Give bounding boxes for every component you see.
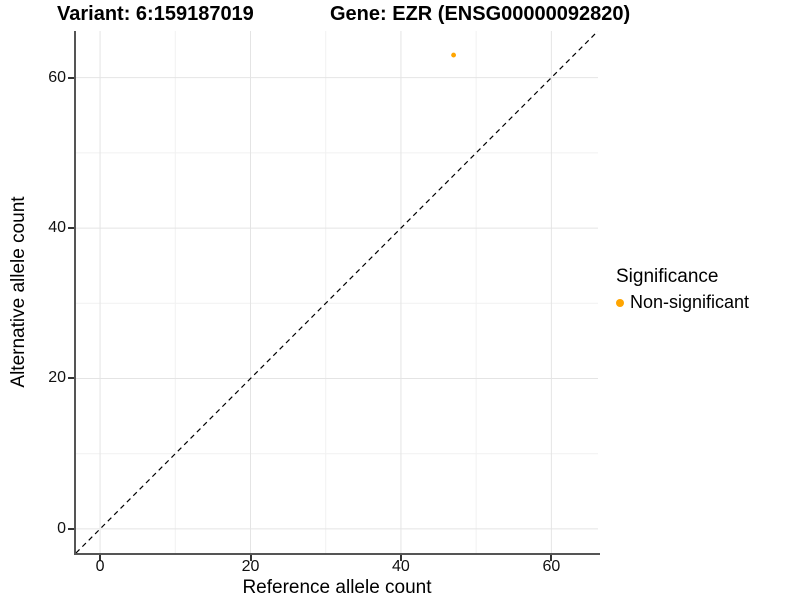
legend-item-label: Non-significant [630, 292, 750, 312]
legend-key-dot-icon [616, 298, 624, 307]
y-tick-mark [68, 527, 74, 530]
y-axis-title: Alternative allele count [8, 196, 29, 388]
identity-dashed-line [76, 31, 598, 553]
x-tick-mark [249, 555, 252, 561]
y-tick-label: 20 [48, 369, 66, 387]
legend-items: Non-significant [616, 292, 749, 313]
x-tick-label: 40 [392, 558, 410, 575]
variant-title: Variant: 6:159187019 [57, 3, 254, 25]
legend: Significance Non-significant [616, 266, 749, 313]
y-axis-line [74, 31, 76, 555]
plot-panel [76, 31, 598, 553]
x-axis-line [74, 553, 600, 555]
data-point [451, 52, 456, 58]
x-axis-title: Reference allele count [242, 577, 432, 598]
plot-canvas [76, 31, 598, 553]
x-tick-mark [399, 555, 402, 561]
gene-title: Gene: EZR (ENSG00000092820) [330, 3, 631, 25]
y-tick-mark [68, 227, 74, 230]
x-tick-label: 20 [241, 558, 260, 575]
x-tick-label: 60 [542, 558, 561, 575]
y-tick-label: 40 [48, 219, 66, 237]
x-tick-label: 0 [95, 558, 105, 575]
legend-item: Non-significant [616, 292, 749, 313]
y-tick-label: 0 [57, 519, 66, 537]
y-tick-mark [68, 377, 74, 380]
y-tick-label: 60 [48, 68, 66, 86]
y-tick-mark [68, 76, 74, 79]
legend-title: Significance [616, 266, 719, 287]
x-tick-mark [550, 555, 553, 561]
x-tick-mark [99, 555, 102, 561]
